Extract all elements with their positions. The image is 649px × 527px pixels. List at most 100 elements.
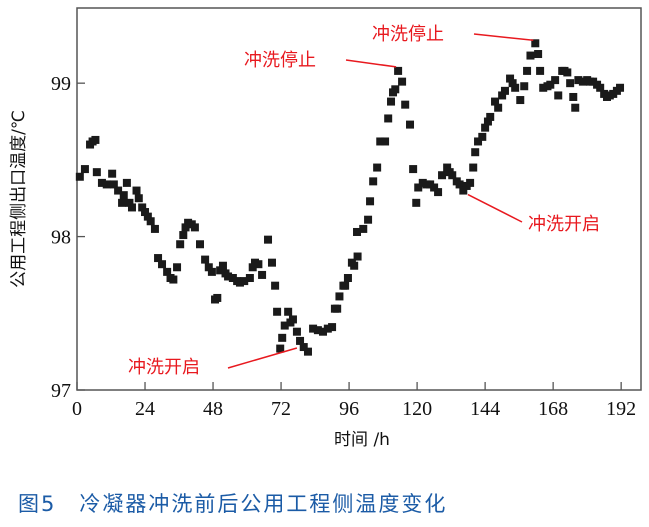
data-point xyxy=(526,51,535,60)
data-point xyxy=(224,272,233,281)
data-point xyxy=(563,68,572,77)
data-point xyxy=(204,263,213,272)
x-tick-label: 96 xyxy=(339,398,359,420)
data-point xyxy=(574,76,583,85)
data-point xyxy=(150,224,159,233)
data-point xyxy=(387,97,396,106)
data-point xyxy=(616,83,625,92)
data-point xyxy=(134,194,143,203)
data-point xyxy=(109,180,118,189)
plot-frame xyxy=(76,7,642,391)
data-point xyxy=(414,183,423,192)
data-point xyxy=(401,100,410,109)
data-point xyxy=(284,307,293,316)
data-point xyxy=(534,50,543,59)
data-point xyxy=(328,323,337,332)
data-point xyxy=(364,215,373,224)
data-point xyxy=(554,91,563,100)
annotation-label: 冲洗停止 xyxy=(372,24,444,45)
data-point xyxy=(303,347,312,356)
data-point xyxy=(483,117,492,126)
data-point xyxy=(516,96,525,105)
x-tick-label: 192 xyxy=(606,398,636,420)
annotation-label: 冲洗停止 xyxy=(244,50,316,71)
y-axis: 97 98 99 xyxy=(51,73,85,402)
data-point xyxy=(181,223,190,232)
x-tick-label: 120 xyxy=(402,398,432,420)
x-tick-label: 48 xyxy=(203,398,223,420)
data-point xyxy=(264,235,273,244)
y-tick-label: 97 xyxy=(51,380,71,402)
data-point xyxy=(122,178,131,187)
data-point xyxy=(409,165,418,174)
data-point xyxy=(248,263,257,272)
data-point xyxy=(469,163,478,172)
data-point xyxy=(235,278,244,287)
data-point xyxy=(288,315,297,324)
data-point xyxy=(394,66,403,75)
data-point xyxy=(546,80,555,89)
data-point xyxy=(213,293,222,302)
data-point xyxy=(376,137,385,146)
data-point xyxy=(75,172,84,181)
data-point xyxy=(539,83,548,92)
data-point xyxy=(173,263,182,272)
data-point xyxy=(373,163,382,172)
annotation-label: 冲洗开启 xyxy=(528,214,600,235)
data-point xyxy=(520,82,529,91)
data-point xyxy=(508,79,517,88)
data-point xyxy=(190,223,199,232)
data-point xyxy=(267,258,276,267)
data-point xyxy=(333,304,342,313)
data-point xyxy=(353,227,362,236)
data-point xyxy=(578,77,587,86)
data-point xyxy=(118,198,127,207)
data-point xyxy=(511,83,520,92)
data-point xyxy=(169,275,178,284)
data-point xyxy=(443,163,452,172)
data-point xyxy=(448,171,457,180)
x-axis: 0 24 48 72 96 120 144 168 192 xyxy=(72,382,636,420)
annotation-leader-line xyxy=(467,193,523,223)
data-point xyxy=(271,281,280,290)
data-point xyxy=(292,327,301,336)
data-point xyxy=(596,83,605,92)
data-point xyxy=(366,197,375,206)
data-point xyxy=(258,270,267,279)
data-point xyxy=(566,79,575,88)
data-point xyxy=(196,240,205,249)
data-point xyxy=(474,137,483,146)
data-point xyxy=(430,183,439,192)
data-point xyxy=(280,321,289,330)
data-point xyxy=(455,180,464,189)
data-point xyxy=(398,77,407,86)
data-point xyxy=(406,120,415,129)
data-point xyxy=(341,281,350,290)
data-point xyxy=(158,260,167,269)
data-point xyxy=(381,137,390,146)
data-point xyxy=(569,92,578,101)
data-point xyxy=(163,267,172,276)
data-point xyxy=(125,198,134,207)
data-point xyxy=(154,254,163,263)
data-point xyxy=(102,180,111,189)
data-point xyxy=(498,91,507,100)
data-point xyxy=(481,123,490,132)
data-point xyxy=(218,261,227,270)
data-point xyxy=(114,186,123,195)
data-point xyxy=(216,266,225,275)
annotation-leader-line xyxy=(345,59,397,68)
data-point xyxy=(228,274,237,283)
data-point xyxy=(500,86,509,95)
data-point xyxy=(273,307,282,316)
data-point xyxy=(466,178,475,187)
x-axis-label: 时间 /h xyxy=(334,430,390,450)
data-point xyxy=(254,260,263,269)
data-point xyxy=(369,177,378,186)
data-point xyxy=(299,343,308,352)
data-point xyxy=(319,327,328,336)
y-tick-label: 98 xyxy=(51,227,71,249)
x-tick-label: 24 xyxy=(135,398,155,420)
data-point xyxy=(350,261,359,270)
